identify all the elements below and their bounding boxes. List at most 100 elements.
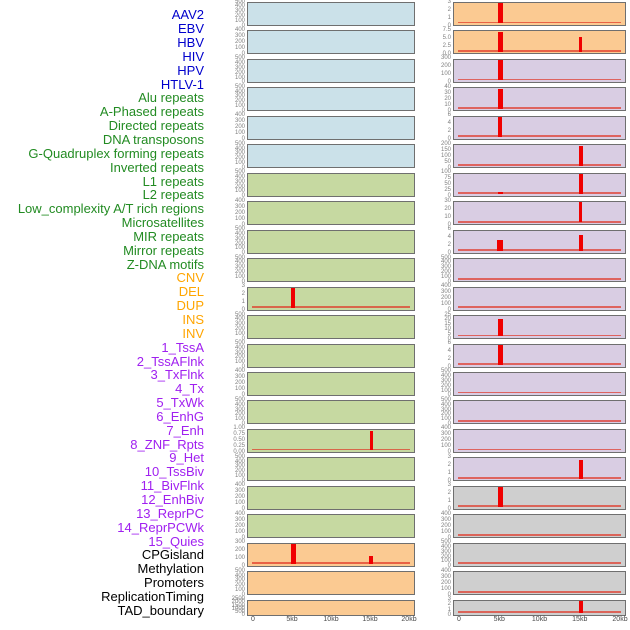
y-axis-tick: 0: [241, 107, 245, 114]
x-axis-tick: 0: [457, 616, 461, 623]
x-axis-tick: 15kb: [572, 616, 588, 623]
track-panel: [247, 201, 415, 226]
track-panel: [453, 144, 626, 169]
y-axis-tick: 40: [444, 83, 451, 90]
track-panel: [247, 87, 415, 112]
y-axis-tick: 200: [234, 582, 245, 589]
signal-peak: [578, 173, 583, 194]
y-axis-tick: 200: [234, 69, 245, 76]
y-axis-tick: 0: [241, 506, 245, 513]
y-axis-tick: 100: [234, 500, 245, 507]
track-panel: [247, 172, 415, 197]
y-axis-tick: 300: [234, 32, 245, 39]
signal-baseline: [458, 611, 621, 614]
y-axis-tick: 0: [447, 221, 451, 228]
y-axis-tick: 20: [444, 95, 451, 102]
track-panel: [247, 457, 415, 482]
y-axis-tick: 400: [440, 259, 451, 266]
track-label: HTLV-1: [160, 76, 204, 92]
signal-baseline: [458, 363, 621, 365]
track-panel: [453, 371, 626, 396]
signal-baseline: [458, 135, 621, 138]
y-axis-tick: 100: [440, 152, 451, 159]
y-axis-tick: 0: [241, 278, 245, 285]
y-axis-tick: 400: [234, 174, 245, 181]
y-axis-tick: 300: [234, 516, 245, 523]
y-axis-tick: 100: [440, 416, 451, 423]
signal-baseline: [458, 476, 621, 479]
y-axis-tick: 200: [440, 63, 451, 70]
y-axis-tick: 0: [447, 107, 451, 114]
signal-baseline: [458, 277, 621, 280]
track-panel: [247, 400, 415, 425]
signal-peak: [578, 600, 583, 613]
y-axis-tick: 0: [447, 506, 451, 513]
y-axis-tick: 100: [234, 273, 245, 280]
y-axis-tick: 200: [234, 12, 245, 19]
y-axis-tick: 500: [234, 254, 245, 261]
y-axis-tick: 0: [241, 420, 245, 427]
signal-baseline: [252, 306, 410, 308]
y-axis-tick: 300: [440, 548, 451, 555]
y-axis-tick: 100: [440, 387, 451, 394]
y-axis-tick: 0.75: [233, 431, 245, 438]
track-panel: [453, 542, 626, 567]
y-axis-tick: 100: [234, 555, 245, 562]
signal-peak: [369, 430, 373, 451]
signal-baseline: [252, 562, 410, 565]
y-axis-tick: 300: [234, 577, 245, 584]
y-axis-tick: 300: [234, 488, 245, 495]
y-axis-tick: 300: [234, 539, 245, 546]
track-panel: [453, 229, 626, 254]
y-axis-tick: 100: [234, 215, 245, 222]
y-axis-tick: 0: [241, 22, 245, 29]
y-axis-tick: 0: [447, 278, 451, 285]
y-axis-tick: 100: [234, 245, 245, 252]
y-axis-tick: 500: [234, 396, 245, 403]
y-axis-tick: 300: [440, 264, 451, 271]
y-axis-tick: 400: [234, 259, 245, 266]
y-axis-tick: 400: [234, 458, 245, 465]
y-axis-tick: 50: [444, 181, 451, 188]
signal-baseline: [458, 562, 621, 565]
y-axis-tick: 0: [241, 612, 245, 619]
y-axis-tick: 500: [234, 140, 245, 147]
y-axis-tick: 400: [234, 510, 245, 517]
y-axis-tick: 400: [234, 230, 245, 237]
track-panel: [247, 144, 415, 169]
track-panel: [453, 115, 626, 140]
y-axis-tick: 100: [440, 443, 451, 450]
y-axis-tick: 100: [234, 103, 245, 110]
y-axis-tick: 0: [447, 250, 451, 257]
y-axis-tick: 100: [440, 169, 451, 176]
signal-peak: [497, 89, 503, 109]
track-label: 4_Tx: [175, 381, 204, 397]
y-axis-tick: 5: [447, 330, 451, 337]
x-axis-tick: 5kb: [286, 616, 298, 623]
y-axis-tick: 3: [241, 283, 245, 290]
y-axis-tick: 4: [447, 120, 451, 127]
y-axis-tick: 0: [241, 50, 245, 57]
y-axis-tick: 1000: [231, 605, 245, 612]
signal-baseline: [458, 391, 621, 394]
y-axis-tick: 300: [234, 463, 245, 470]
y-axis-tick: 3: [447, 453, 451, 460]
track-label: EBV: [177, 21, 204, 37]
y-axis-tick: 400: [234, 145, 245, 152]
y-axis-tick: 400: [440, 544, 451, 551]
y-axis-tick: 100: [234, 528, 245, 535]
y-axis-tick: 0: [241, 335, 245, 342]
y-axis-tick: 200: [440, 382, 451, 389]
y-axis-tick: 6: [447, 112, 451, 119]
track-label: Directed repeats: [108, 118, 204, 134]
signal-baseline: [458, 192, 621, 195]
track-panel: [453, 315, 626, 340]
y-axis-tick: 400: [440, 567, 451, 574]
track-label: Mirror repeats: [123, 242, 204, 258]
y-axis-tick: 300: [234, 93, 245, 100]
y-axis-tick: 10: [444, 325, 451, 332]
y-axis-tick: 400: [234, 482, 245, 489]
y-axis-tick: 300: [234, 349, 245, 356]
y-axis-tick: 0: [241, 250, 245, 257]
